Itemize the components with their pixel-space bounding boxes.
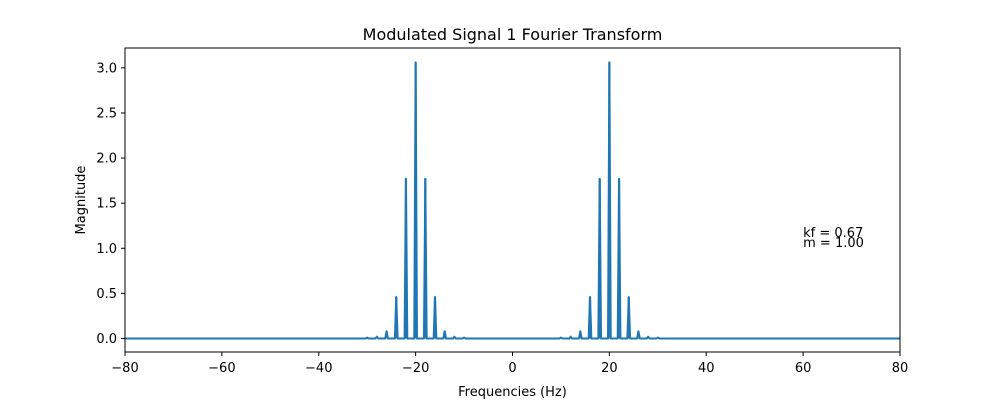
x-tick-label: 20 xyxy=(601,361,618,376)
y-tick-label: 2.5 xyxy=(96,106,117,121)
kf-annotation: kf = 0.67 xyxy=(803,226,863,241)
y-tick-label: 1.0 xyxy=(96,242,117,257)
x-tick-label: −80 xyxy=(111,361,138,376)
plot-area: kf = 0.67m = 1.00 xyxy=(124,47,901,353)
x-tick-label: 80 xyxy=(892,361,909,376)
x-tick-label: −60 xyxy=(208,361,235,376)
annotation-layer: kf = 0.67m = 1.00 xyxy=(803,226,864,251)
x-axis: −80 −60 −40 −20 0 20 40 60 80 xyxy=(111,352,908,376)
y-tick-label: 0.0 xyxy=(96,332,117,347)
x-tick-label: −20 xyxy=(402,361,429,376)
x-tick-label: 0 xyxy=(508,361,516,376)
x-tick-label: −40 xyxy=(305,361,332,376)
chart-title: Modulated Signal 1 Fourier Transform xyxy=(363,25,663,44)
series-layer xyxy=(125,61,900,340)
x-tick-label: 60 xyxy=(795,361,812,376)
y-tick-label: 0.5 xyxy=(96,287,117,302)
m-annotation: m = 1.00 xyxy=(803,236,864,251)
y-tick-label: 3.0 xyxy=(96,61,117,76)
y-axis-label: Magnitude xyxy=(74,166,89,235)
x-axis-label: Frequencies (Hz) xyxy=(458,385,567,400)
y-tick-label: 1.5 xyxy=(96,197,117,212)
y-axis: 0.0 0.5 1.0 1.5 2.0 2.5 3.0 xyxy=(96,61,125,347)
x-tick-label: 40 xyxy=(698,361,715,376)
y-tick-label: 2.0 xyxy=(96,152,117,167)
